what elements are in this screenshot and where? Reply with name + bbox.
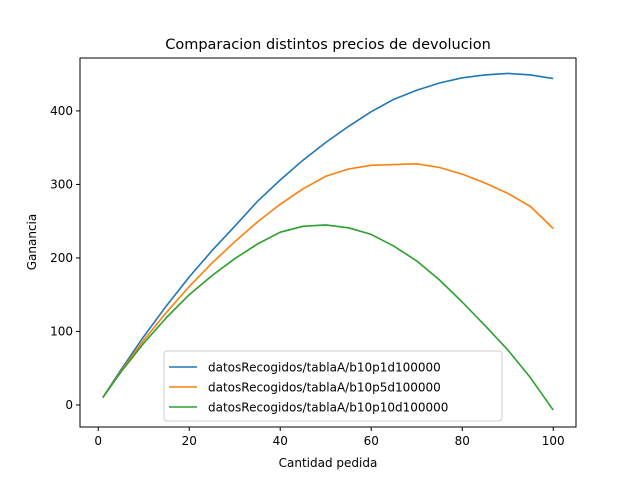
legend-label-2: datosRecogidos/tablaA/b10p5d100000: [208, 381, 441, 395]
x-axis-label: Cantidad pedida: [279, 456, 378, 470]
series-line-1: [102, 72, 554, 399]
y-tick-label: 100: [50, 324, 73, 338]
legend-label-3: datosRecogidos/tablaA/b10p10d100000: [208, 401, 448, 415]
y-axis-label: Ganancia: [25, 214, 39, 271]
series-line-3: [102, 224, 554, 411]
plot-frame: [79, 57, 577, 428]
legend-box: [163, 350, 503, 422]
series-line-2: [102, 163, 554, 399]
chart-title: Comparacion distintos precios de devoluc…: [165, 37, 491, 53]
y-tick-label: 300: [50, 177, 73, 191]
y-tick-label: 200: [50, 251, 73, 265]
y-tick-label: 400: [50, 104, 73, 118]
x-tick-label: 40: [273, 434, 288, 448]
legend-label-1: datosRecogidos/tablaA/b10p1d100000: [208, 361, 441, 375]
series-layer: [102, 72, 554, 411]
ticks-layer: 0 20 40 60 80 100 0 100 200 300 400: [50, 104, 565, 448]
x-tick-label: 0: [94, 434, 102, 448]
legend: datosRecogidos/tablaA/b10p1d100000 datosR…: [163, 350, 503, 422]
x-tick-label: 80: [455, 434, 470, 448]
x-tick-label: 60: [364, 434, 379, 448]
y-tick-label: 0: [65, 398, 73, 412]
x-tick-label: 100: [542, 434, 565, 448]
x-tick-label: 20: [182, 434, 197, 448]
